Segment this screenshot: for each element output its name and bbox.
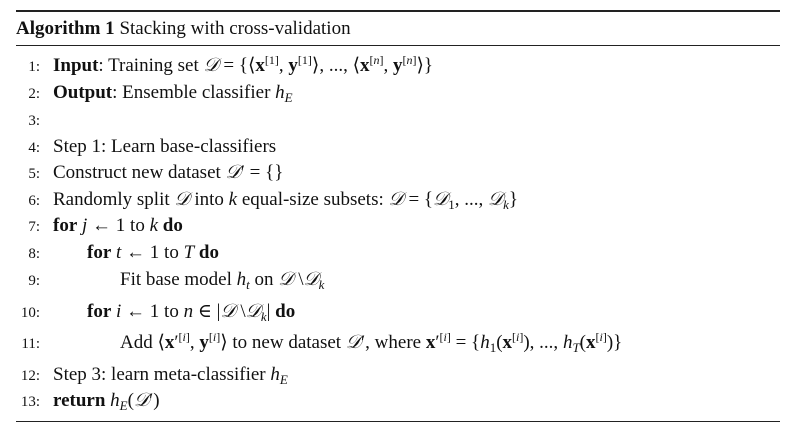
keyword-do: do bbox=[275, 301, 296, 322]
algorithm-caption: Algorithm 1 Stacking with cross-validati… bbox=[16, 16, 351, 42]
bottom-rule bbox=[16, 421, 780, 422]
line-text: hE(𝒟′) bbox=[110, 390, 160, 413]
line-number: 6: bbox=[28, 193, 40, 209]
algorithm-line: 3: bbox=[16, 107, 53, 133]
line-number: 5: bbox=[28, 166, 40, 182]
line-text: Randomly split 𝒟 into k equal-size subse… bbox=[53, 189, 519, 212]
algorithm-block: Algorithm 1 Stacking with cross-validati… bbox=[16, 0, 780, 439]
line-number: 13: bbox=[20, 394, 40, 410]
line-text: : Ensemble classifier hE bbox=[112, 82, 293, 105]
keyword-for: for bbox=[53, 215, 78, 236]
algorithm-line: 2: Output: Ensemble classifier hE bbox=[16, 80, 293, 106]
line-number: 2: bbox=[28, 86, 40, 102]
line-text: t ← 1 to T bbox=[116, 242, 195, 263]
keyword-for: for bbox=[87, 301, 112, 322]
line-number: 1: bbox=[28, 59, 40, 75]
top-rule bbox=[16, 10, 780, 12]
line-text: Step 1: Learn base-classifiers bbox=[53, 136, 277, 157]
line-text: Fit base model ht on 𝒟 \𝒟k bbox=[120, 269, 325, 292]
algorithm-line: 4: Step 1: Learn base-classifiers bbox=[16, 134, 276, 160]
algorithm-line: 11: Add ⟨x′[i], y[i]⟩ to new dataset 𝒟′, … bbox=[16, 330, 622, 356]
line-text: Construct new dataset 𝒟′ = {} bbox=[53, 162, 284, 183]
keyword-output: Output bbox=[53, 82, 113, 103]
keyword-return: return bbox=[53, 390, 106, 411]
line-number: 7: bbox=[28, 219, 40, 235]
algorithm-line: 13: return hE(𝒟′) bbox=[16, 388, 160, 414]
line-text: Step 3: learn meta-classifier hE bbox=[53, 364, 288, 387]
algorithm-line: 6: Randomly split 𝒟 into k equal-size sub… bbox=[16, 187, 518, 213]
algorithm-line: 10: for i ← 1 to n ∈ |𝒟 \𝒟k| do bbox=[16, 299, 295, 325]
line-text: i ← 1 to n ∈ |𝒟 \𝒟k| bbox=[116, 301, 271, 324]
keyword-for: for bbox=[87, 242, 112, 263]
caption-rule bbox=[16, 45, 780, 46]
line-text: Add ⟨x′[i], y[i]⟩ to new dataset 𝒟′, whe… bbox=[120, 330, 623, 355]
line-number: 4: bbox=[28, 140, 40, 156]
keyword-do: do bbox=[162, 215, 183, 236]
keyword-do: do bbox=[198, 242, 219, 263]
line-number: 8: bbox=[28, 246, 40, 262]
line-number: 3: bbox=[28, 113, 40, 129]
algorithm-line: 8: for t ← 1 to T do bbox=[16, 240, 219, 266]
algorithm-title: Stacking with cross-validation bbox=[119, 18, 351, 39]
line-number: 9: bbox=[28, 273, 40, 289]
line-number: 11: bbox=[21, 336, 40, 352]
algorithm-line: 7: for j ← 1 to k do bbox=[16, 213, 183, 239]
line-text: : Training set 𝒟 = {⟨x[1], y[1]⟩, ..., ⟨… bbox=[98, 53, 434, 76]
algorithm-line: 1: Input: Training set 𝒟 = {⟨x[1], y[1]⟩,… bbox=[16, 53, 433, 79]
line-number: 12: bbox=[20, 368, 40, 384]
algorithm-line: 9: Fit base model ht on 𝒟 \𝒟k bbox=[16, 267, 324, 293]
algorithm-line: 12: Step 3: learn meta-classifier hE bbox=[16, 362, 288, 388]
line-text: j ← 1 to k bbox=[82, 215, 159, 236]
algorithm-line: 5: Construct new dataset 𝒟′ = {} bbox=[16, 160, 283, 186]
keyword-input: Input bbox=[53, 55, 99, 76]
algorithm-label: Algorithm 1 bbox=[16, 18, 115, 39]
line-number: 10: bbox=[20, 305, 40, 321]
